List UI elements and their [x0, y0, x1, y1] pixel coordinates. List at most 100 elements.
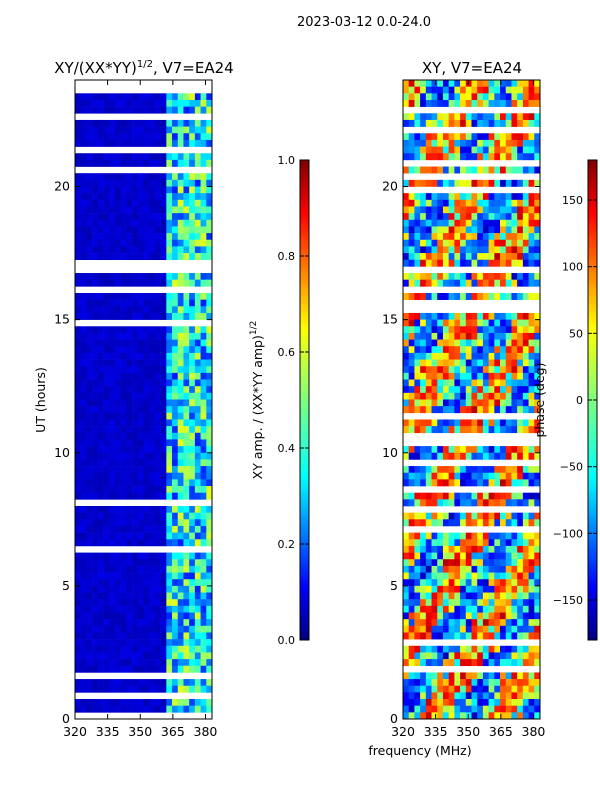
heatmap-cell — [75, 119, 82, 127]
heatmap-cell — [206, 392, 212, 400]
heatmap-cell — [460, 672, 467, 680]
heatmap-cell — [465, 539, 472, 547]
heatmap-cell — [500, 472, 507, 480]
heatmap-cell — [500, 326, 507, 334]
heatmap-cell — [471, 632, 478, 640]
heatmap-cell — [454, 399, 461, 407]
phase-heatmap — [403, 80, 540, 719]
heatmap-cell — [477, 86, 484, 94]
heatmap-cell — [494, 426, 501, 434]
heatmap-cell — [511, 119, 518, 127]
heatmap-cell — [97, 585, 104, 593]
heatmap-cell — [126, 233, 133, 241]
heatmap-cell — [471, 213, 478, 221]
heatmap-cell — [500, 652, 507, 660]
heatmap-cell — [160, 472, 167, 480]
heatmap-cell — [437, 559, 444, 567]
heatmap-cell — [403, 153, 410, 161]
heatmap-cell — [149, 632, 156, 640]
heatmap-cell — [149, 199, 156, 207]
heatmap-cell — [92, 106, 99, 114]
heatmap-cell — [114, 399, 121, 407]
heatmap-cell — [149, 352, 156, 360]
heatmap-cell — [154, 93, 161, 101]
heatmap-cell — [97, 239, 104, 247]
heatmap-cell — [408, 372, 415, 380]
heatmap-cell — [177, 699, 184, 706]
heatmap-cell — [177, 532, 184, 540]
heatmap-cell — [114, 699, 121, 706]
heatmap-cell — [75, 93, 82, 101]
heatmap-cell — [126, 219, 133, 227]
heatmap-cell — [200, 412, 207, 420]
heatmap-cell — [403, 472, 410, 480]
heatmap-cell — [403, 179, 410, 187]
heatmap-cell — [494, 339, 501, 347]
heatmap-cell — [528, 685, 535, 693]
heatmap-cell — [200, 106, 207, 114]
heatmap-cell — [172, 372, 179, 380]
heatmap-cell — [183, 199, 190, 207]
heatmap-cell — [448, 93, 455, 101]
heatmap-cell — [114, 592, 121, 600]
heatmap-cell — [437, 279, 444, 287]
heatmap-cell — [200, 219, 207, 227]
heatmap-cell — [92, 512, 99, 520]
heatmap-cell — [189, 293, 196, 300]
heatmap-cell — [414, 133, 421, 141]
heatmap-cell — [149, 572, 156, 580]
heatmap-cell — [454, 86, 461, 94]
heatmap-cell — [166, 605, 173, 613]
heatmap-cell — [103, 226, 110, 234]
heatmap-cell — [177, 199, 184, 207]
heatmap-cell — [92, 585, 99, 593]
heatmap-cell — [517, 499, 524, 507]
heatmap-cell — [183, 159, 190, 167]
heatmap-cell — [86, 512, 93, 520]
heatmap-cell — [183, 486, 190, 493]
heatmap-cell — [80, 652, 87, 660]
heatmap-cell — [517, 332, 524, 340]
heatmap-cell — [143, 206, 150, 214]
heatmap-cell — [522, 539, 529, 547]
heatmap-cell — [97, 253, 104, 261]
heatmap-cell — [143, 279, 150, 287]
heatmap-cell — [534, 279, 540, 287]
heatmap-cell — [103, 199, 110, 207]
heatmap-cell — [166, 559, 173, 567]
heatmap-cell — [183, 406, 190, 414]
heatmap-cell — [206, 379, 212, 387]
heatmap-cell — [103, 372, 110, 380]
heatmap-cell — [465, 399, 472, 407]
heatmap-cell — [103, 652, 110, 660]
heatmap-cell — [414, 239, 421, 247]
heatmap-cell — [448, 519, 455, 527]
heatmap-cell — [114, 572, 121, 580]
heatmap-cell — [92, 399, 99, 407]
heatmap-cell — [534, 466, 540, 474]
heatmap-cell — [160, 599, 167, 607]
heatmap-cell — [403, 612, 410, 620]
heatmap-cell — [75, 472, 82, 480]
heatmap-cell — [177, 466, 184, 474]
heatmap-cell — [528, 166, 535, 174]
heatmap-cell — [500, 632, 507, 640]
heatmap-cell — [522, 492, 529, 500]
heatmap-cell — [177, 512, 184, 520]
heatmap-cell — [425, 339, 432, 347]
heatmap-cell — [132, 592, 139, 600]
heatmap-cell — [183, 506, 190, 513]
heatmap-cell — [448, 612, 455, 620]
heatmap-cell — [114, 632, 121, 640]
heatmap-cell — [517, 632, 524, 640]
heatmap-cell — [189, 466, 196, 474]
heatmap-cell — [494, 512, 501, 520]
heatmap-cell — [534, 552, 540, 560]
heatmap-cell — [189, 379, 196, 387]
heatmap-cell — [75, 619, 82, 627]
heatmap-cell — [425, 246, 432, 254]
heatmap-cell — [177, 519, 184, 527]
heatmap-cell — [92, 432, 99, 440]
heatmap-cell — [160, 246, 167, 254]
heatmap-cell — [511, 699, 518, 706]
